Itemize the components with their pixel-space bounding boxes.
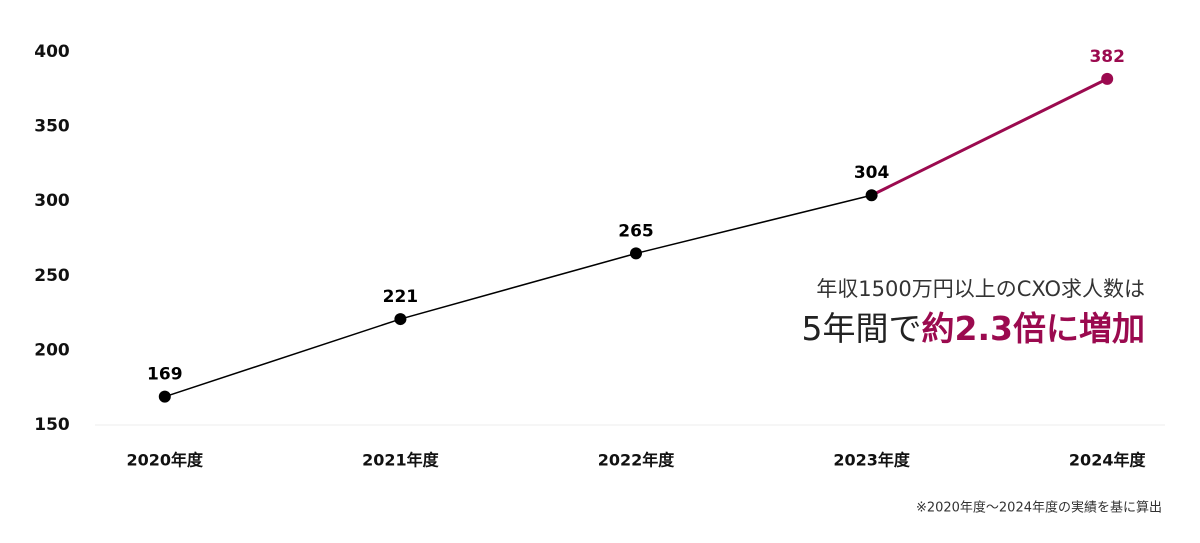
y-tick-label: 300	[34, 191, 70, 211]
line	[164, 194, 872, 398]
x-tick-label: 2024年度	[1069, 451, 1147, 470]
line-highlight	[870, 77, 1108, 197]
annotation-plain: 5年間で	[802, 309, 922, 348]
annotation-line2: 5年間で約2.3倍に増加	[802, 309, 1145, 348]
x-tick-label: 2020年度	[127, 451, 205, 470]
point	[394, 313, 407, 326]
y-tick-label: 200	[34, 340, 70, 360]
x-tick-label: 2021年度	[362, 451, 440, 470]
point	[630, 247, 642, 260]
y-tick-label: 350	[34, 117, 70, 137]
x-tick-label: 2023年度	[833, 451, 911, 470]
data-label: 221	[383, 287, 419, 307]
point	[865, 189, 878, 202]
data-label: 169	[147, 365, 183, 385]
data-label: 304	[854, 163, 890, 183]
y-tick-label: 250	[34, 266, 70, 286]
point	[1101, 72, 1114, 85]
point	[158, 390, 171, 403]
y-tick-label: 150	[34, 415, 70, 435]
annotation-emphasis: 約2.3倍に増加	[922, 309, 1145, 348]
data-label: 382	[1089, 47, 1125, 67]
y-tick-label: 400	[34, 42, 70, 62]
data-label: 265	[618, 221, 654, 241]
footnote: ※2020年度〜2024年度の実績を基に算出	[916, 500, 1162, 516]
x-tick-label: 2022年度	[598, 451, 676, 470]
annotation-line1: 年収1500万円以上のCXO求人数は	[816, 277, 1145, 301]
